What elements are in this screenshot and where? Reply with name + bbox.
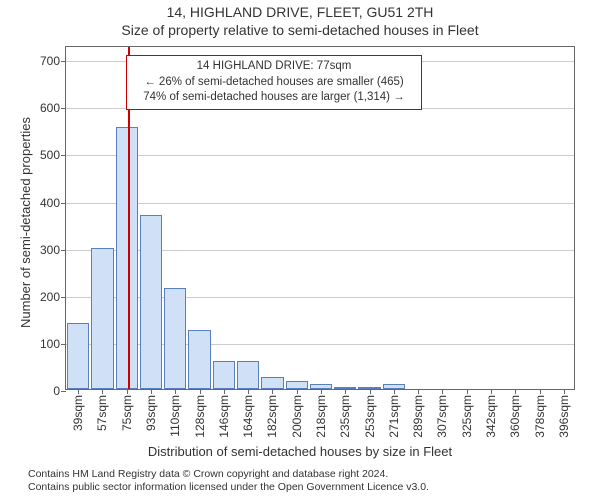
x-tick-mark	[224, 389, 225, 394]
x-tick-label: 39sqm	[71, 395, 85, 431]
histogram-bar	[188, 330, 210, 389]
x-tick-mark	[345, 389, 346, 394]
y-tick-mark	[61, 250, 66, 251]
x-tick-mark	[200, 389, 201, 394]
x-tick-mark	[78, 389, 79, 394]
x-tick-mark	[297, 389, 298, 394]
x-tick-label: 110sqm	[168, 395, 182, 437]
y-tick-mark	[61, 155, 66, 156]
x-tick-label: 360sqm	[508, 395, 522, 438]
y-tick-mark	[61, 297, 66, 298]
annotation-line: 74% of semi-detached houses are larger (…	[135, 90, 413, 106]
x-tick-mark	[175, 389, 176, 394]
x-tick-label: 218sqm	[314, 395, 328, 438]
x-tick-label: 93sqm	[144, 395, 158, 431]
histogram-bar	[237, 361, 259, 389]
x-tick-label: 182sqm	[265, 395, 279, 438]
x-tick-mark	[272, 389, 273, 394]
annotation-line: ← 26% of semi-detached houses are smalle…	[135, 75, 413, 91]
x-tick-mark	[442, 389, 443, 394]
x-tick-label: 200sqm	[290, 395, 304, 438]
chart-title-sub: Size of property relative to semi-detach…	[0, 22, 600, 38]
y-tick-mark	[61, 344, 66, 345]
x-tick-label: 164sqm	[241, 395, 255, 438]
histogram-bar	[164, 288, 186, 389]
x-tick-mark	[467, 389, 468, 394]
x-tick-mark	[151, 389, 152, 394]
x-tick-label: 289sqm	[411, 395, 425, 438]
x-tick-label: 146sqm	[217, 395, 231, 438]
footer-note: Contains HM Land Registry data © Crown c…	[0, 468, 439, 494]
histogram-bar	[213, 361, 235, 389]
footer-line-2: Contains public sector information licen…	[28, 481, 429, 493]
x-tick-label: 75sqm	[120, 395, 134, 431]
x-tick-mark	[515, 389, 516, 394]
x-tick-mark	[102, 389, 103, 394]
y-axis-label: Number of semi-detached properties	[18, 117, 33, 328]
x-axis-label: Distribution of semi-detached houses by …	[0, 444, 600, 459]
y-tick-label: 600	[40, 101, 60, 115]
grid-line	[66, 155, 574, 156]
chart-root: 14, HIGHLAND DRIVE, FLEET, GU51 2TH Size…	[0, 0, 600, 500]
x-tick-mark	[321, 389, 322, 394]
y-tick-label: 700	[40, 54, 60, 68]
y-tick-label: 400	[40, 196, 60, 210]
x-tick-mark	[127, 389, 128, 394]
y-tick-label: 500	[40, 148, 60, 162]
annotation-line: 14 HIGHLAND DRIVE: 77sqm	[135, 59, 413, 75]
x-tick-label: 307sqm	[435, 395, 449, 438]
x-tick-mark	[248, 389, 249, 394]
grid-line	[66, 203, 574, 204]
x-tick-mark	[370, 389, 371, 394]
histogram-bar	[91, 248, 113, 389]
histogram-bar	[67, 323, 89, 389]
x-tick-mark	[491, 389, 492, 394]
x-tick-label: 235sqm	[338, 395, 352, 438]
y-tick-label: 200	[40, 290, 60, 304]
histogram-bar	[261, 377, 283, 389]
y-tick-mark	[61, 61, 66, 62]
x-tick-label: 271sqm	[387, 395, 401, 438]
x-tick-label: 57sqm	[95, 395, 109, 431]
x-tick-mark	[394, 389, 395, 394]
x-tick-label: 342sqm	[484, 395, 498, 438]
x-tick-label: 128sqm	[193, 395, 207, 438]
y-tick-label: 100	[40, 337, 60, 351]
annotation-box: 14 HIGHLAND DRIVE: 77sqm← 26% of semi-de…	[126, 55, 422, 110]
plot-area: 010020030040050060070039sqm57sqm75sqm93s…	[65, 46, 575, 390]
x-tick-mark	[418, 389, 419, 394]
x-tick-label: 253sqm	[363, 395, 377, 438]
histogram-bar	[116, 127, 138, 389]
x-tick-label: 325sqm	[460, 395, 474, 438]
x-tick-label: 378sqm	[533, 395, 547, 438]
y-tick-mark	[61, 108, 66, 109]
x-tick-mark	[564, 389, 565, 394]
y-tick-mark	[61, 391, 66, 392]
y-tick-label: 300	[40, 243, 60, 257]
x-tick-mark	[540, 389, 541, 394]
y-tick-mark	[61, 203, 66, 204]
histogram-bar	[286, 381, 308, 389]
histogram-bar	[140, 215, 162, 389]
chart-title-main: 14, HIGHLAND DRIVE, FLEET, GU51 2TH	[0, 4, 600, 20]
x-tick-label: 396sqm	[557, 395, 571, 438]
footer-line-1: Contains HM Land Registry data © Crown c…	[28, 468, 388, 480]
y-tick-label: 0	[53, 384, 60, 398]
